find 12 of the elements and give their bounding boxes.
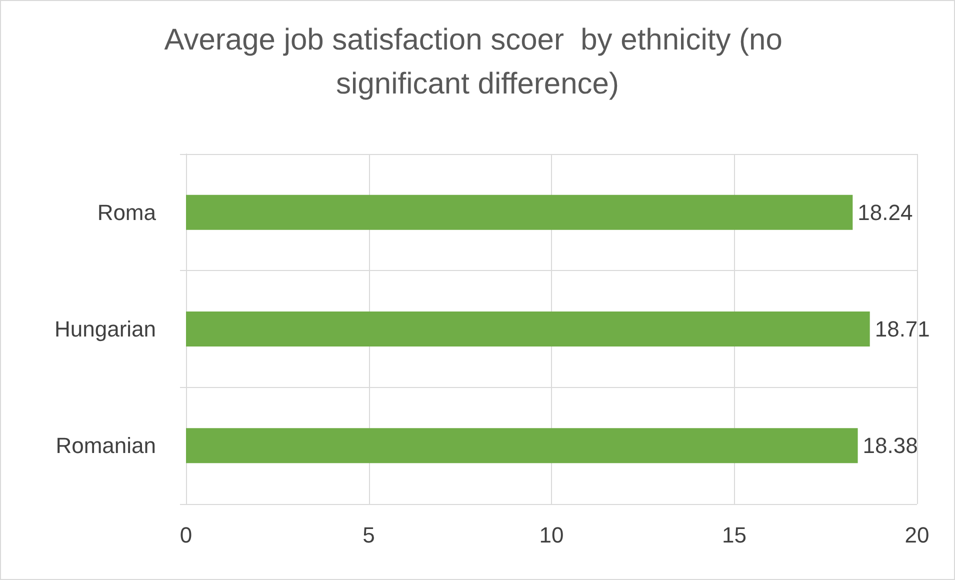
chart-title: Average job satisfaction scoer by ethnicity (no significant difference) <box>164 24 791 100</box>
x-tick-label: 10 <box>539 522 564 548</box>
y-tick-label: Romanian <box>56 433 156 458</box>
data-label: 18.38 <box>862 433 918 458</box>
data-label: 18.24 <box>858 200 913 225</box>
y-tick-label: Roma <box>97 200 157 225</box>
x-tick-label: 0 <box>180 522 192 548</box>
x-tick-label: 20 <box>904 522 930 548</box>
x-tick-label: 15 <box>722 522 746 548</box>
data-label: 18.71 <box>874 316 930 342</box>
x-tick-label: 5 <box>362 522 375 548</box>
y-tick-label: Hungarian <box>54 316 156 342</box>
